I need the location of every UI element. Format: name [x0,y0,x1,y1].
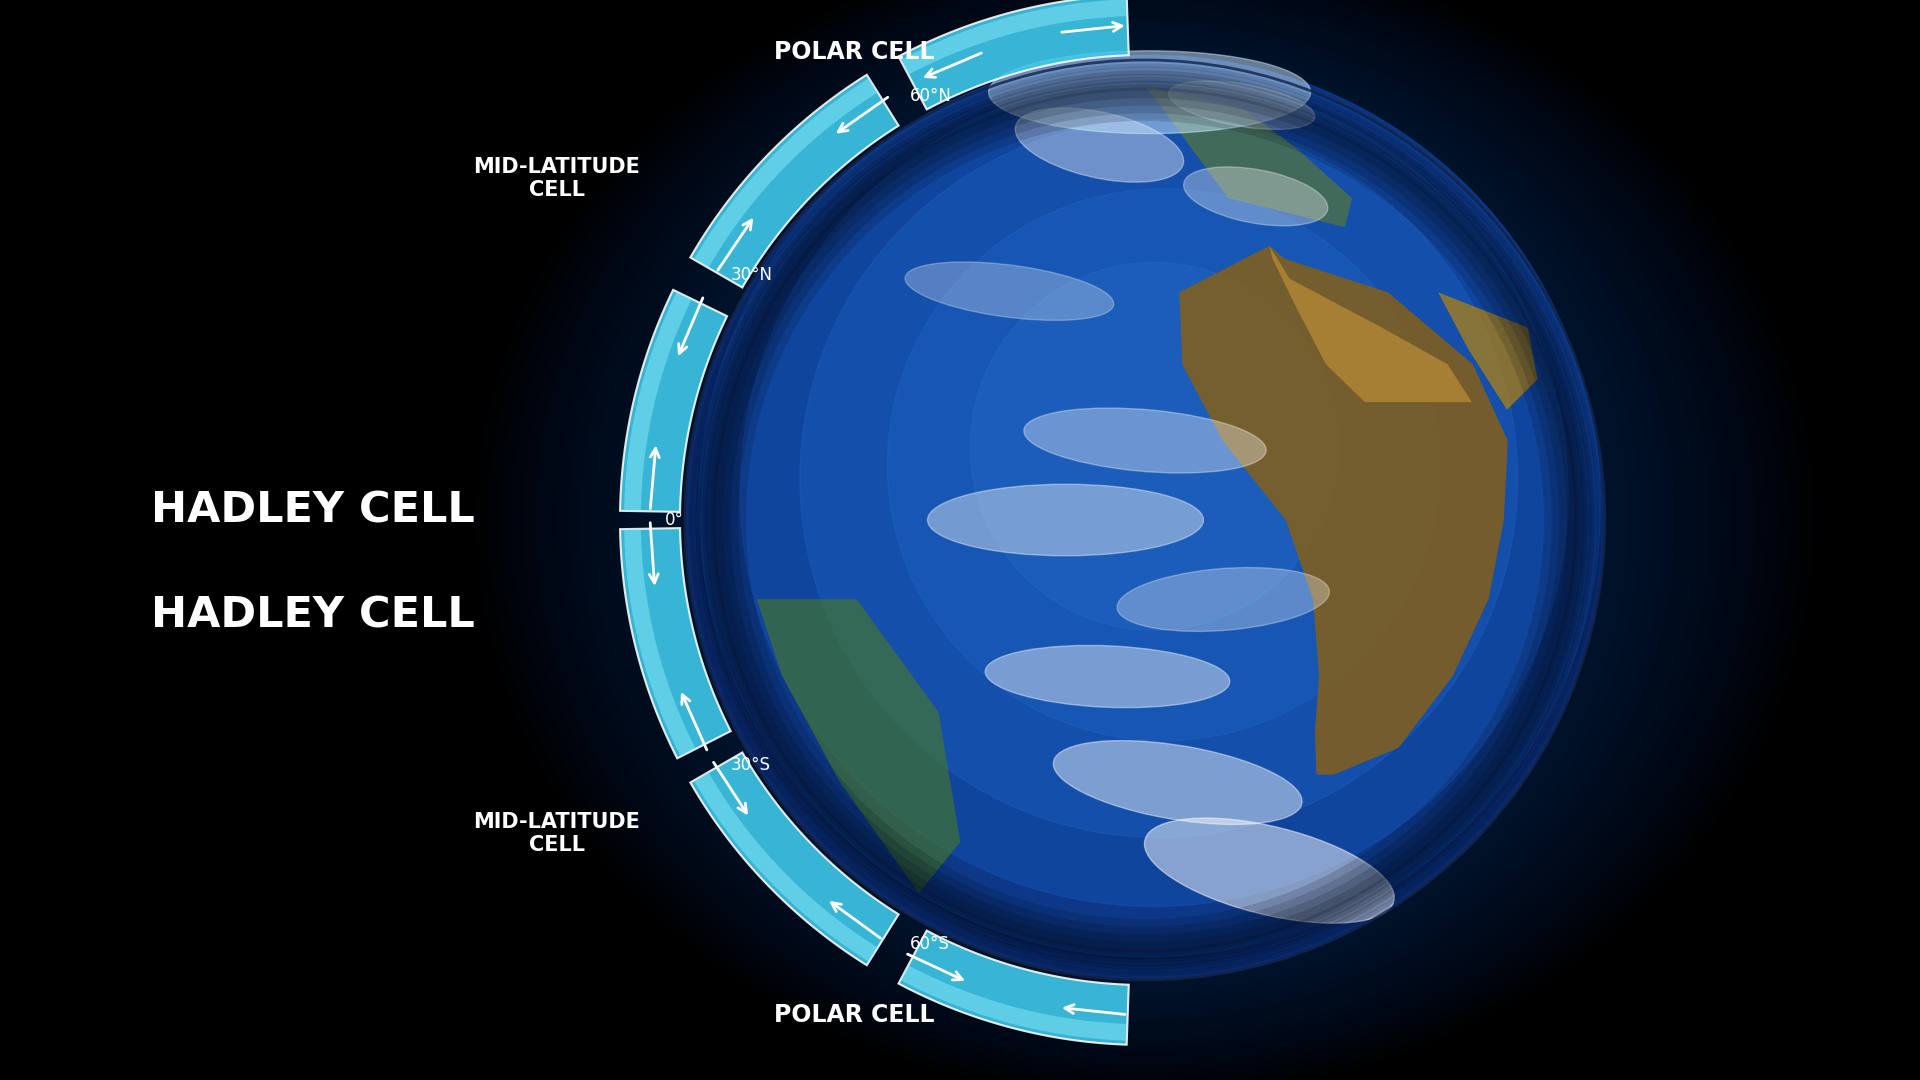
Ellipse shape [887,189,1440,741]
PathPatch shape [899,931,1129,1044]
Text: POLAR CELL: POLAR CELL [774,40,935,64]
PathPatch shape [693,78,877,268]
Polygon shape [1179,246,1507,774]
Ellipse shape [1144,818,1394,923]
Text: POLAR CELL: POLAR CELL [774,1003,935,1027]
Ellipse shape [1117,567,1329,632]
Polygon shape [1144,86,1352,227]
PathPatch shape [899,0,1129,109]
Text: 30°N: 30°N [730,266,772,284]
PathPatch shape [693,772,877,962]
Polygon shape [1438,293,1538,409]
Text: MID-LATITUDE
CELL: MID-LATITUDE CELL [474,812,639,855]
Ellipse shape [985,646,1231,707]
PathPatch shape [900,0,1127,75]
Ellipse shape [989,51,1311,134]
Ellipse shape [1016,108,1183,183]
Ellipse shape [1023,408,1265,473]
PathPatch shape [624,292,691,511]
Text: 30°S: 30°S [730,756,770,774]
Ellipse shape [801,120,1517,837]
Ellipse shape [904,262,1114,321]
Ellipse shape [927,484,1204,556]
PathPatch shape [620,528,732,758]
Text: MID-LATITUDE
CELL: MID-LATITUDE CELL [474,157,639,200]
Text: 0°: 0° [664,511,684,529]
Polygon shape [756,599,960,893]
Ellipse shape [699,55,1601,957]
Text: HADLEY CELL: HADLEY CELL [152,595,474,636]
Ellipse shape [1183,167,1329,226]
Text: HADLEY CELL: HADLEY CELL [152,490,474,531]
Ellipse shape [741,79,1569,906]
Polygon shape [1269,246,1473,402]
Text: 60°S: 60°S [910,935,950,954]
Ellipse shape [970,262,1338,631]
Text: 60°N: 60°N [910,86,952,105]
Ellipse shape [1169,81,1315,130]
PathPatch shape [691,75,899,287]
PathPatch shape [620,289,728,512]
Ellipse shape [1054,741,1302,824]
PathPatch shape [691,753,899,966]
PathPatch shape [900,966,1127,1041]
PathPatch shape [624,529,695,756]
Ellipse shape [685,60,1605,980]
